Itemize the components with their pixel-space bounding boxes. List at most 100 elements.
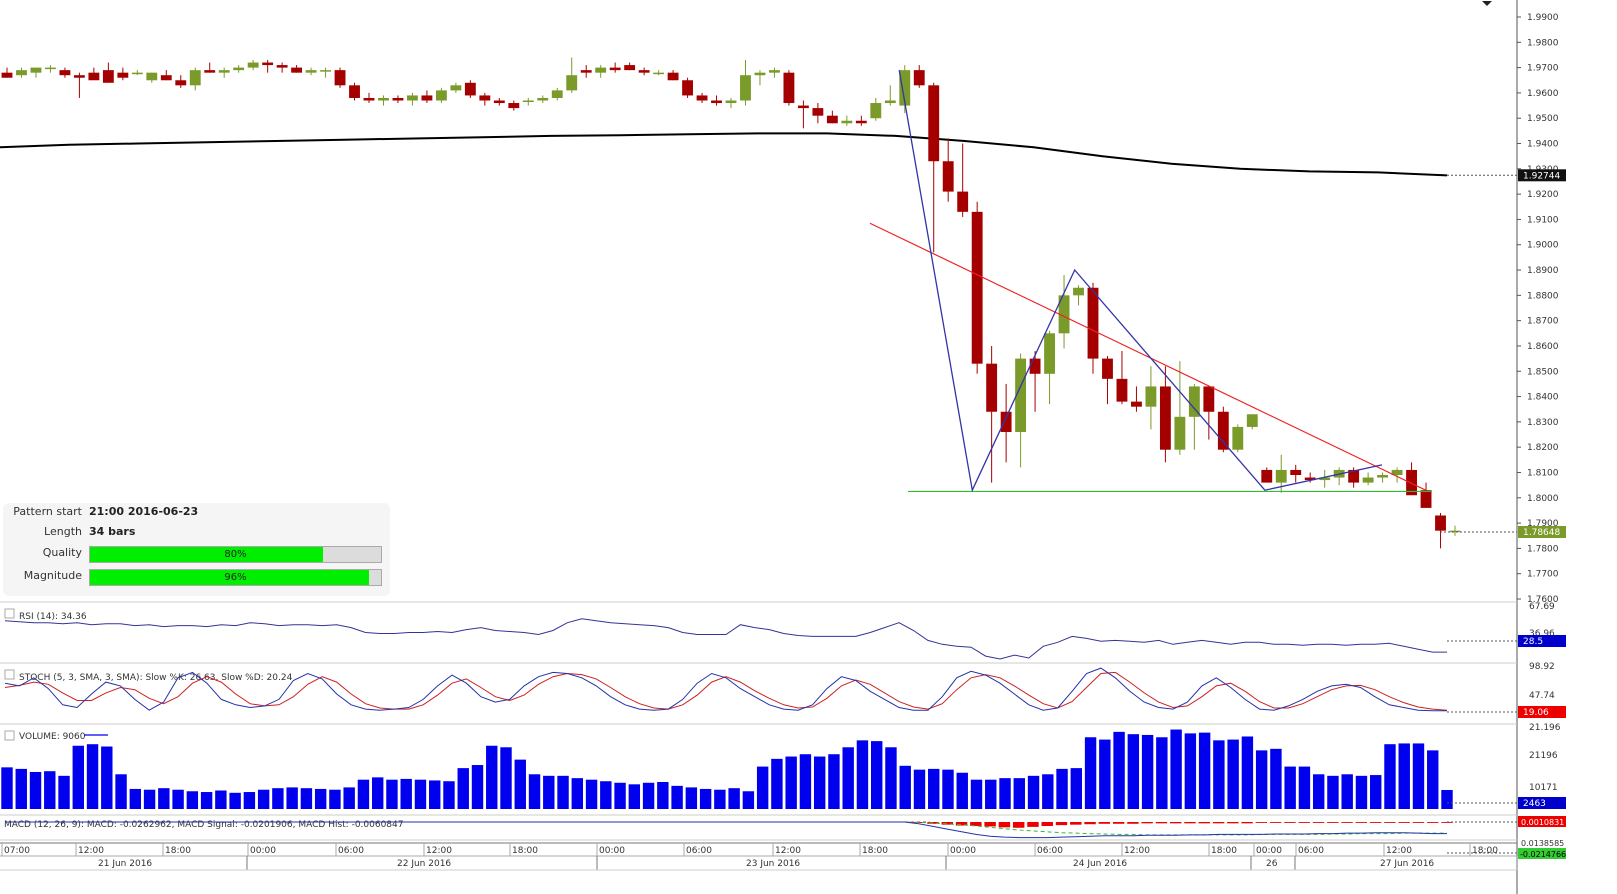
volume-bar xyxy=(885,747,897,809)
candle xyxy=(638,70,650,73)
volume-panel-toggle xyxy=(4,730,15,741)
volume-bar xyxy=(457,768,469,809)
volume-bar xyxy=(329,789,341,809)
candle xyxy=(971,211,983,364)
candle xyxy=(682,80,693,96)
last-price-box xyxy=(1518,525,1566,538)
macd-histogram-bar xyxy=(1341,822,1353,823)
candle xyxy=(855,120,867,124)
volume-bar xyxy=(571,778,583,809)
candle xyxy=(913,70,925,86)
volume-bar xyxy=(985,779,997,809)
macd-histogram-bar xyxy=(1127,822,1139,824)
price-tick-label: 1.9500 xyxy=(1527,114,1559,124)
volume-bar xyxy=(172,789,184,809)
volume-bar xyxy=(856,740,869,809)
volume-bar xyxy=(15,768,27,809)
candle xyxy=(1131,401,1142,407)
candle xyxy=(797,105,809,109)
volume-bar xyxy=(671,785,683,809)
magnitude-label: Magnitude xyxy=(23,569,82,582)
magnitude-bar: 96% xyxy=(89,569,382,586)
macd-histogram-bar xyxy=(1355,822,1368,823)
price-tick-label: 1.9600 xyxy=(1527,89,1559,99)
candle xyxy=(812,108,824,116)
volume-bar xyxy=(685,787,698,809)
candle xyxy=(667,72,679,81)
volume-bar xyxy=(1170,729,1182,809)
volume-bar xyxy=(143,789,156,809)
volume-bar xyxy=(1341,774,1353,809)
volume-bar xyxy=(942,769,954,809)
macd-histogram-bar xyxy=(927,822,939,824)
volume-bar xyxy=(101,746,113,809)
candle xyxy=(1015,358,1027,432)
candle xyxy=(305,70,317,73)
macd-histogram-bar xyxy=(1155,822,1168,824)
macd-histogram-bar xyxy=(1027,822,1039,827)
candle xyxy=(392,97,404,101)
volume-bar xyxy=(257,789,270,809)
moving-average-line xyxy=(0,132,1448,177)
volume-bar xyxy=(1427,750,1439,809)
volume-bar xyxy=(1398,743,1410,809)
price-tick-label: 1.8100 xyxy=(1527,468,1559,478)
volume-bar xyxy=(1084,737,1097,809)
macd-histogram-bar xyxy=(1241,822,1253,824)
volume-bar xyxy=(486,745,498,809)
macd-histogram-bar xyxy=(1141,822,1153,824)
candle xyxy=(45,67,56,70)
volume-bar xyxy=(129,788,142,809)
magnitude-value: 96% xyxy=(224,572,247,583)
volume-bar xyxy=(528,774,541,809)
macd-histogram-bar xyxy=(1070,822,1082,825)
candle xyxy=(1406,469,1417,496)
price-tick-label: 1.8600 xyxy=(1527,342,1559,352)
time-tick-label: 18:00 xyxy=(1472,846,1498,856)
date-label: 21 Jun 2016 xyxy=(98,859,152,869)
volume-bar xyxy=(828,754,840,809)
candle xyxy=(1,72,13,78)
volume-bar xyxy=(471,765,484,809)
candle xyxy=(711,100,722,104)
rsi-last-label: 28.5 xyxy=(1523,637,1543,647)
time-tick-label: 06:00 xyxy=(338,846,364,856)
volume-bar xyxy=(1141,734,1154,809)
stoch-last-box xyxy=(1518,706,1566,718)
rsi-scale-label: 67.69 xyxy=(1529,602,1555,612)
macd-last-box xyxy=(1518,816,1566,827)
candle xyxy=(218,70,230,73)
candle xyxy=(609,67,621,71)
candle xyxy=(1217,411,1229,450)
volume-bar xyxy=(1412,743,1425,809)
volume-bar xyxy=(1298,766,1311,809)
macd-histogram-bar xyxy=(1369,822,1382,823)
candle xyxy=(754,72,766,76)
candle xyxy=(16,70,27,76)
signal-last-label: -0.0214766 xyxy=(1520,850,1566,859)
candle xyxy=(479,95,491,101)
time-tick-label: 06:00 xyxy=(1298,846,1324,856)
price-tick-label: 1.7700 xyxy=(1527,570,1559,580)
volume-bar xyxy=(44,771,56,809)
stoch-scale-label: 98.92 xyxy=(1529,662,1555,672)
time-tick-label: 06:00 xyxy=(1037,846,1063,856)
date-label: 26 xyxy=(1266,859,1278,869)
stoch-k-line xyxy=(4,667,1447,712)
candle xyxy=(1145,386,1157,407)
candle xyxy=(942,161,954,192)
candle xyxy=(537,97,549,101)
time-tick-label: 00:00 xyxy=(950,846,976,856)
volume-bar xyxy=(756,766,769,809)
volume-bar xyxy=(557,775,569,809)
candle xyxy=(696,95,708,101)
volume-last-label: 2463 xyxy=(1523,799,1546,809)
pattern-info-panel: Pattern start 21:00 2016-06-23 Length 34… xyxy=(3,503,390,596)
candle xyxy=(30,67,42,73)
volume-bar xyxy=(343,787,355,809)
candle xyxy=(928,85,940,162)
candle xyxy=(276,65,288,68)
time-tick-label: 18:00 xyxy=(862,846,888,856)
time-tick-label: 12:00 xyxy=(78,846,104,856)
